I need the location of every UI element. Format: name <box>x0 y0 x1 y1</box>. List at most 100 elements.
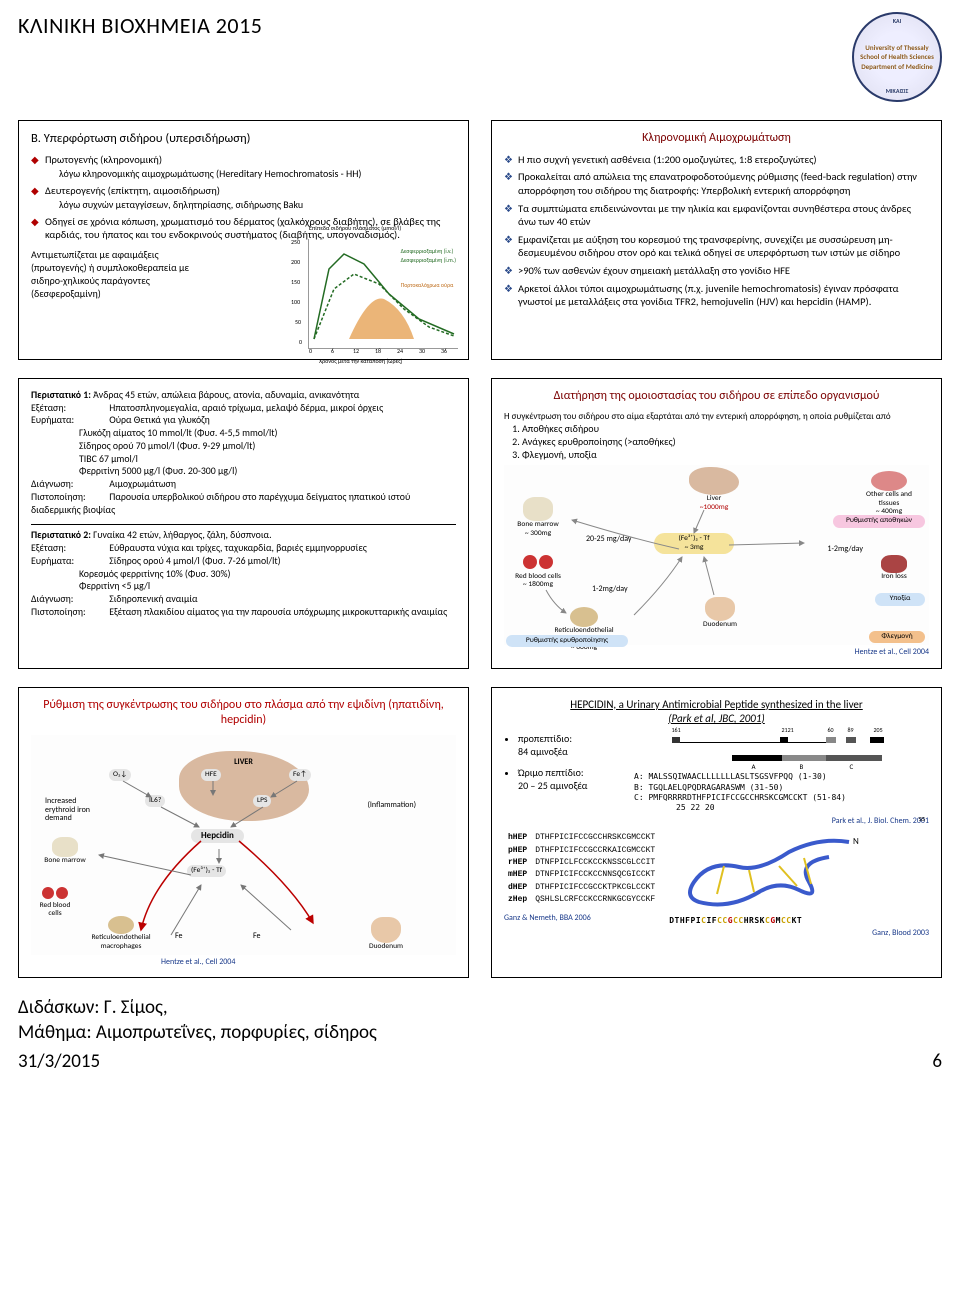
case1-dx: Αιμοχρωμάτωση <box>109 478 176 490</box>
hepcidin-structure-icon: N <box>669 832 869 912</box>
p2-b3: Τα συμπτώματα επιδεινώνονται με την ηλικ… <box>504 202 929 229</box>
legend-iv: Δεσφερριοξαμίνη (i.v.) <box>401 248 456 256</box>
panel-iron-overload: Β. Υπερφόρτωση σιδήρου (υπερσιδήρωση) Πρ… <box>18 120 469 360</box>
panel5-title: Ρύθμιση της συγκέντρωσης του σιδήρου στο… <box>31 698 456 729</box>
table-row: rHEPDTNFPICLFCCKCCKNSSCGLCCIT <box>504 857 659 869</box>
case2-dx: Σιδηροπενική αναιμία <box>109 593 197 605</box>
node-iron-loss: Iron loss <box>869 553 919 583</box>
seq-A: A: MALSSQIWAACLLLLLLLASLTSGSVFPQQ (1-30) <box>634 772 929 782</box>
legend-im: Δεσφερριοξαμίνη (i.m.) <box>401 257 456 265</box>
panel-hereditary-hemochromatosis: Κληρονομική Αιμοχρωμάτωση Η πιο συχνή γε… <box>491 120 942 360</box>
node-fe: Fe↑ <box>289 769 311 781</box>
hepcidin-diagram: LIVER O₂↓ HFE Fe↑ IL6? LPS Increased ery… <box>31 735 456 955</box>
panel6-cit-bba: Ganz & Nemeth, BBA 2006 <box>504 913 659 923</box>
node-liver: Liver ~1000mg <box>684 465 744 514</box>
panel-hepcidin-regulation: Ρύθμιση της συγκέντρωσης του σιδήρου στο… <box>18 687 469 979</box>
case1-patient: Άνδρας 45 ετών, απώλεια βάρους, ατονία, … <box>93 389 359 401</box>
legend-urine: Πορτοκαλόχρωα ούρα <box>401 282 456 290</box>
seal-line3: Department of Medicine <box>854 62 940 71</box>
case2-patient: Γυναίκα 42 ετών, λήθαργος, ζάλη, δύσπνοι… <box>93 529 271 541</box>
badge-eryth-regulator: Ρυθμιστής ερυθροποίησης <box>506 635 628 647</box>
p2-b4: Εμφανίζεται με αύξηση του κορεσμού της τ… <box>504 233 929 260</box>
p6-mature: Ώριμο πεπτίδιο: 20 – 25 αμινοξέα <box>518 766 624 792</box>
fe-label-2: Fe <box>249 930 265 943</box>
node-duodenum: Duodenum <box>690 595 750 631</box>
panel6-title: HEPCIDIN, a Urinary Antimicrobial Peptid… <box>504 698 929 727</box>
iron-cycle-diagram: Liver ~1000mg Other cells and tissues ~ … <box>504 465 929 645</box>
seal-bottom-text: ΜΙΚΑΙΣΙΣ <box>854 88 940 96</box>
node-tf-p5: (Fe³⁺)₂ - Tf <box>187 865 226 877</box>
p4-li2: Ανάγκες ερυθροποίησης (>αποθήκες) <box>522 435 929 448</box>
footer-date: 31/3/2015 <box>18 1050 100 1075</box>
footer-course: Μάθημα: Αιμοπρωτεΐνες, πορφυρίες, σίδηρο… <box>18 1021 942 1046</box>
case1-f1: Ούρα Θετικά για γλυκόζη <box>109 414 210 426</box>
badge-store-regulator: Ρυθμιστής αποθηκών <box>833 515 925 527</box>
case-1: Περιστατικό 1: Άνδρας 45 ετών, απώλεια β… <box>31 389 456 516</box>
panel-iron-homeostasis: Διατήρηση της ομοιοστασίας του σιδήρου σ… <box>491 378 942 669</box>
node-macro-p5: Reticuloendothelial macrophages <box>71 914 171 953</box>
seq-B: B: TGQLAELQPQDRAGARASWM (31-50) <box>634 783 929 793</box>
node-o2: O₂↓ <box>109 769 131 781</box>
p2-b1: Η πιο συχνή γενετική ασθένεια (1:200 ομο… <box>504 153 929 167</box>
node-hepcidin: Hepcidin <box>191 829 244 843</box>
panel6-cit-blood: Ganz, Blood 2003 <box>669 928 929 938</box>
table-row: zHepQSHLSLCRFCCKCCRNKGCGYCCKF <box>504 894 659 906</box>
case2-f3: Φερριτίνη <5 μg/l <box>31 580 456 593</box>
fe-label-1: Fe <box>171 930 187 943</box>
chart-xtitle: Χρόνος μετά την κατάποση (ώρες) <box>319 358 403 366</box>
p1-bullet-primary: Πρωτογενής (κληρονομική) λόγω κληρονομικ… <box>31 153 456 180</box>
table-row: dHEPDTHFPICIFCCGCCKTPKCGLCCKT <box>504 882 659 894</box>
seq-C-nums: 25 22 20 <box>634 803 929 813</box>
panel6-cit-jbc: Park et al., J. Biol. Chem. 2001 <box>634 816 929 826</box>
ss-label: ss <box>919 814 925 824</box>
n-terminus-label: N <box>853 836 859 847</box>
case1-f5: Φερριτίνη 5000 μg/l (Φυσ. 20-300 μg/l) <box>31 465 456 478</box>
case2-f2: Κορεσμός φερριτίνης 10% (Φυσ. 30%) <box>31 568 456 581</box>
case1-f3: Σίδηρος ορού 70 μmol/l (Φυσ. 9-29 μmol/l… <box>31 440 456 453</box>
case1-f4: TIBC 67 μmol/l <box>31 453 456 466</box>
rate-20-25: 20-25 mg/day <box>582 533 636 546</box>
p2-b5: >90% των ασθενών έχουν σημειακή μετάλλαξ… <box>504 264 929 278</box>
label-erythroid-demand: Increased erythroid iron demand <box>41 795 109 825</box>
case1-label: Περιστατικό 1: <box>31 389 91 401</box>
footer-page: 6 <box>932 1050 942 1075</box>
case2-f1: Σίδηρος ορού 4 μmol/l (Φυσ. 7-26 μmol/lt… <box>109 555 280 567</box>
case2-conf: Εξέταση πλακιδίου αίματος για την παρουσ… <box>109 606 447 618</box>
badge-hypoxia: Υποξία <box>875 593 925 605</box>
node-duod-p5: Duodenum <box>356 915 416 953</box>
footer-instructor: Διδάσκων: Γ. Σίμος, <box>18 996 942 1021</box>
panel2-title: Κληρονομική Αιμοχρωμάτωση <box>504 131 929 147</box>
p2-b6: Αρκετοί άλλοι τύποι αιμοχρωμάτωσης (π.χ.… <box>504 282 929 309</box>
rate-1-2a: 1-2mg/day <box>823 543 867 556</box>
panel4-sub: Η συγκέντρωση του σιδήρου στο αίμα εξαρτ… <box>504 411 929 423</box>
panel-hepcidin-peptide: HEPCIDIN, a Urinary Antimicrobial Peptid… <box>491 687 942 979</box>
p1-treatment: Αντιμετωπίζεται με αφαιμάξεις (πρωτογενή… <box>31 248 201 300</box>
node-hfe: HFE <box>201 769 221 781</box>
node-liver-p5: LIVER <box>179 751 309 821</box>
label-inflammation: (Inflammation) <box>363 799 420 812</box>
p4-li3: Φλεγμονή, υποξία <box>522 448 929 461</box>
seq-C: C: PMFQRRRRDTHFPICIFCCGCCHRSKCGMCCKT (51… <box>634 793 929 803</box>
node-other-cells: Other cells and tissues ~ 400mg <box>853 469 925 518</box>
node-transferrin: (Fe³⁺)₂ - Tf ~ 3mg <box>654 533 734 554</box>
slide-grid: Β. Υπερφόρτωση σιδήρου (υπερσιδήρωση) Πρ… <box>0 106 960 988</box>
consensus-seq: DTHFPICIFCCGCCHRSKCGMCCKT <box>669 916 929 926</box>
case-2: Περιστατικό 2: Γυναίκα 42 ετών, λήθαργος… <box>31 529 456 618</box>
panel1-title: Β. Υπερφόρτωση σιδήρου (υπερσιδήρωση) <box>31 131 456 147</box>
table-row: mHEPDTNFPICIFCCKCCNNSQCGICCKT <box>504 869 659 881</box>
seal-top-text: ΚΑΙ <box>854 18 940 26</box>
seal-line2: School of Health Sciences <box>854 52 940 61</box>
case1-exam: Ηπατοσπληνομεγαλία, αραιό τρίχωμα, μελαψ… <box>109 402 383 414</box>
gene-domain-bar: A B C <box>672 752 892 766</box>
node-lps: LPS <box>253 795 271 807</box>
page-title: ΚΛΙΝΙΚΗ ΒΙΟΧΗΜΕΙΑ 2015 <box>18 12 262 41</box>
case1-f2: Γλυκόζη αίματος 10 mmol/lt (Φυσ. 4-5,5 m… <box>31 427 456 440</box>
p6-propeptide: προπεπτίδιο: 84 αμινοξέα <box>518 732 624 758</box>
node-bone-marrow: Bone marrow ~ 300mg <box>510 495 566 540</box>
desferrioxamine-chart: Επίπεδα σιδήρου πλάσματος (μmol/l) Δεσφε… <box>308 239 458 349</box>
page-footer: Διδάσκων: Γ. Σίμος, Μάθημα: Αιμοπρωτεΐνε… <box>0 988 960 1092</box>
university-seal: ΚΑΙ University of Thessaly School of Hea… <box>852 12 942 102</box>
p4-li1: Αποθήκες σιδήρου <box>522 422 929 435</box>
panel4-title: Διατήρηση της ομοιοστασίας του σιδήρου σ… <box>504 389 929 405</box>
hepcidin-species-table: hHEPDTHFPICIFCCGCCHRSKCGMCCKT pHEPDTHFPI… <box>504 832 659 906</box>
